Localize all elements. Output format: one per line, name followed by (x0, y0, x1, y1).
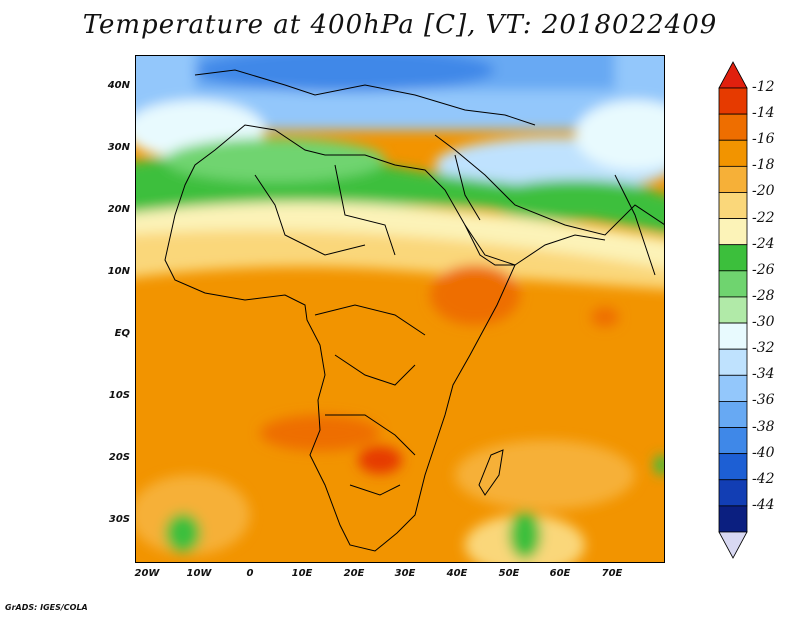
colorbar-swatch (718, 427, 748, 455)
colorbar-label: -36 (752, 392, 775, 409)
colorbar-label: -26 (752, 261, 775, 278)
colorbar-swatch (718, 322, 748, 350)
colorbar-swatch (718, 296, 748, 324)
lat-label-eq: EQ (114, 328, 130, 339)
lon-label-40e: 40E (446, 568, 468, 579)
colorbar-label: -32 (752, 340, 775, 357)
lat-label-30s: 30S (108, 514, 130, 525)
colorbar-swatch (718, 505, 748, 533)
colorbar-swatch (718, 165, 748, 193)
coastlines (164, 69, 665, 552)
colorbar-bottom-arrow (718, 531, 748, 559)
colorbar-swatch (718, 244, 748, 272)
colorbar-label: -28 (752, 287, 775, 304)
lat-label-20n: 20N (107, 204, 130, 215)
colorbar-swatch (718, 479, 748, 507)
colorbar-swatch (718, 139, 748, 167)
colorbar (718, 61, 748, 559)
colorbar-swatch (718, 218, 748, 246)
lon-label-20e: 20E (343, 568, 365, 579)
colorbar-swatch (718, 113, 748, 141)
colorbar-label: -16 (752, 131, 775, 148)
colorbar-label: -38 (752, 418, 775, 435)
temperature-map (135, 55, 665, 563)
lat-label-20s: 20S (108, 452, 130, 463)
lon-label-60e: 60E (549, 568, 571, 579)
lat-label-30n: 30N (107, 142, 130, 153)
colorbar-swatch (718, 453, 748, 481)
colorbar-label: -42 (752, 470, 775, 487)
colorbar-label: -18 (752, 157, 775, 174)
lon-label-70e: 70E (601, 568, 623, 579)
colorbar-label: -14 (752, 105, 775, 122)
colorbar-label: -30 (752, 314, 775, 331)
colorbar-swatch (718, 270, 748, 298)
temperature-field (135, 55, 665, 563)
colorbar-label: -24 (752, 235, 775, 252)
credit-text: GrADS: IGES/COLA (5, 603, 88, 612)
lon-label-20w: 20W (134, 568, 160, 579)
colorbar-swatch (718, 348, 748, 376)
colorbar-label: -40 (752, 444, 775, 461)
colorbar-label: -34 (752, 366, 775, 383)
colorbar-swatch (718, 87, 748, 115)
colorbar-swatch (718, 192, 748, 219)
lon-label-10w: 10W (186, 568, 212, 579)
colorbar-label: -20 (752, 183, 775, 200)
lon-label-0: 0 (246, 568, 254, 579)
lat-label-10s: 10S (108, 390, 130, 401)
colorbar-swatch (718, 401, 748, 428)
colorbar-swatch (718, 374, 748, 402)
colorbar-label: -22 (752, 209, 775, 226)
lat-label-10n: 10N (107, 266, 130, 277)
map-frame (135, 55, 665, 563)
lon-label-30e: 30E (394, 568, 416, 579)
map-title: Temperature at 400hPa [C], VT: 201802240… (82, 10, 718, 40)
lon-label-10e: 10E (291, 568, 313, 579)
colorbar-label: -12 (752, 79, 775, 95)
colorbar-label: -44 (752, 496, 775, 513)
colorbar-top-arrow (718, 61, 748, 89)
lon-label-50e: 50E (498, 568, 520, 579)
lat-label-40n: 40N (107, 80, 130, 91)
